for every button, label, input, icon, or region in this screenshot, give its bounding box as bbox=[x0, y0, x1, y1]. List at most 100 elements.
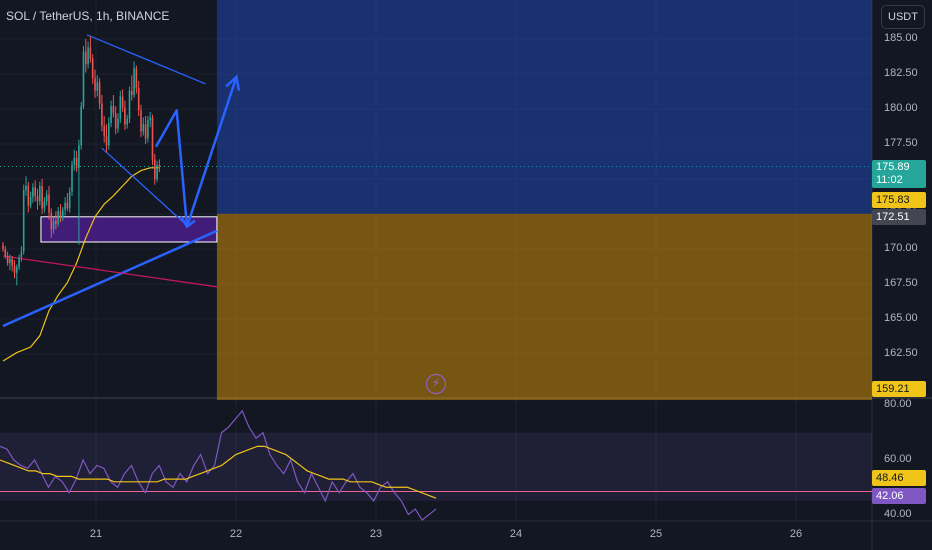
candle-body bbox=[9, 258, 11, 263]
time-label: 21 bbox=[89, 528, 103, 540]
arrow-head bbox=[179, 215, 196, 229]
candle-body bbox=[151, 117, 154, 160]
candle-body bbox=[137, 88, 140, 111]
rsi-tick-label: 40.00 bbox=[884, 507, 912, 520]
candle-body bbox=[98, 82, 101, 104]
price-tick-label: 170.00 bbox=[884, 242, 918, 254]
trend-line bbox=[2, 255, 217, 288]
position-tool[interactable] bbox=[216, 0, 872, 401]
candle-body bbox=[36, 195, 39, 202]
candle-body bbox=[91, 58, 94, 79]
candle-body bbox=[108, 123, 110, 146]
candle-body bbox=[6, 256, 9, 263]
zone-rect bbox=[40, 216, 218, 243]
rsi-ma-tag: 48.46 bbox=[872, 470, 926, 486]
candle-body bbox=[4, 249, 7, 256]
low-level-tag: 159.21 bbox=[872, 381, 926, 397]
candle-body bbox=[27, 186, 30, 206]
candle-body bbox=[135, 68, 138, 88]
candle-body bbox=[144, 124, 147, 139]
time-label: 26 bbox=[789, 528, 803, 540]
last-price-tag: 175.89 11:02 bbox=[872, 160, 926, 188]
rsi-value-tag: 42.06 bbox=[872, 488, 926, 504]
candle-body bbox=[25, 186, 27, 191]
currency-button[interactable]: USDT bbox=[881, 5, 925, 29]
trend-line bbox=[101, 147, 189, 228]
rsi-band bbox=[0, 432, 872, 501]
candle-body bbox=[101, 103, 103, 126]
trend-lines[interactable] bbox=[2, 34, 218, 328]
candle-body bbox=[43, 201, 46, 209]
candle-body bbox=[20, 251, 23, 258]
rsi-ma-line bbox=[0, 445, 437, 499]
candle-body bbox=[55, 221, 57, 224]
rsi-tick-label: 60.00 bbox=[884, 453, 912, 465]
trend-line bbox=[2, 229, 218, 328]
time-label: 24 bbox=[509, 528, 523, 540]
candle-body bbox=[22, 190, 25, 252]
time-label: 25 bbox=[649, 528, 663, 540]
countdown-value: 11:02 bbox=[876, 174, 903, 186]
projection-path bbox=[154, 76, 238, 228]
price-tick-label: 182.50 bbox=[884, 67, 918, 79]
projection-arrow[interactable] bbox=[154, 74, 241, 229]
level-tag: 172.51 bbox=[872, 209, 926, 225]
candle-body bbox=[64, 202, 66, 210]
candle-body bbox=[158, 165, 161, 167]
candle-body bbox=[11, 258, 13, 266]
price-tick-label: 180.00 bbox=[884, 102, 918, 114]
last-price-value: 175.89 bbox=[876, 161, 910, 173]
candle-body bbox=[133, 68, 135, 95]
candle-body bbox=[68, 191, 71, 209]
candle-body bbox=[96, 82, 99, 91]
candle-body bbox=[73, 158, 76, 165]
candle-body bbox=[13, 265, 16, 273]
candle-body bbox=[117, 118, 119, 129]
moving-average bbox=[2, 167, 160, 362]
ma-line bbox=[2, 167, 160, 362]
arrow-head bbox=[225, 74, 241, 91]
candle-body bbox=[140, 110, 142, 132]
lightning-icon[interactable]: ⚡ bbox=[426, 374, 446, 394]
price-tick-label: 185.00 bbox=[884, 32, 918, 44]
candles bbox=[2, 36, 161, 286]
candle-body bbox=[82, 51, 85, 107]
profit-zone bbox=[216, 0, 872, 214]
ma-value-tag: 175.83 bbox=[872, 192, 926, 208]
candle-body bbox=[75, 158, 78, 168]
candle-body bbox=[149, 117, 151, 121]
candle-body bbox=[62, 209, 64, 219]
support-zone[interactable] bbox=[40, 216, 218, 243]
candle-body bbox=[39, 186, 41, 202]
candle-body bbox=[32, 187, 34, 198]
price-tick-label: 167.50 bbox=[884, 277, 918, 289]
chart-title: SOL / TetherUS, 1h, BINANCE bbox=[6, 9, 170, 23]
candle-body bbox=[131, 90, 133, 95]
candle-body bbox=[103, 125, 105, 136]
loss-zone bbox=[216, 213, 872, 401]
candle-body bbox=[48, 194, 50, 213]
candle-body bbox=[154, 159, 156, 179]
candle-body bbox=[147, 120, 149, 139]
candle-body bbox=[124, 107, 126, 125]
time-label: 22 bbox=[229, 528, 243, 540]
candle-body bbox=[94, 78, 96, 91]
candle-body bbox=[52, 221, 55, 230]
rsi-panel bbox=[0, 409, 872, 521]
candle-body bbox=[29, 197, 32, 206]
candle-body bbox=[16, 267, 18, 273]
candle-body bbox=[119, 96, 122, 119]
candle-body bbox=[71, 165, 73, 192]
candle-body bbox=[114, 113, 117, 129]
candle-body bbox=[128, 90, 131, 119]
trend-line bbox=[86, 34, 206, 85]
candle-body bbox=[156, 165, 158, 179]
candle-body bbox=[78, 145, 80, 168]
candle-body bbox=[112, 106, 115, 114]
candle-body bbox=[45, 194, 48, 202]
rsi-line bbox=[0, 409, 437, 521]
candle-body bbox=[87, 47, 89, 65]
price-tick-label: 165.00 bbox=[884, 312, 918, 324]
